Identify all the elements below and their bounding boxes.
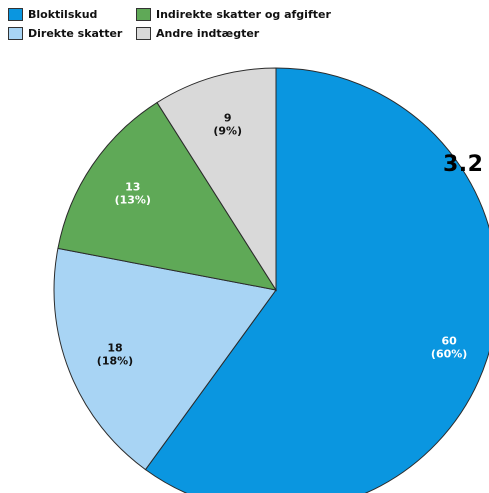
pie-slice-bloktilskud [144,67,489,493]
legend-label-direkte-skatter: Direkte skatter [28,26,123,40]
legend-label-andre-indtaegter: Andre indtægter [156,26,260,40]
pie-slice-indirekte-skatter [57,101,278,291]
legend-swatch-indirekte-skatter [136,7,151,21]
slice-percent-label-direkte-skatter: (18%) [97,355,133,368]
pie-slice-direkte-skatter [53,247,277,471]
legend-item-andre-indtaegter: Andre indtægter [136,25,259,41]
slice-value-label-bloktilskud: 60 [441,334,457,347]
legend-item-bloktilskud: Bloktilskud [8,6,97,22]
slice-value-label-direkte-skatter: 18 [107,342,122,355]
chart-corner-label: 3.2 [443,152,484,177]
chart-legend: Bloktilskud Indirekte skatter og afgifte… [8,6,448,46]
slice-percent-label-bloktilskud: (60%) [431,347,467,360]
slice-value-label-indirekte-skatter: 13 [125,181,140,194]
slice-percent-label-andre-indtaegter: (9%) [213,125,242,138]
pie-slice-andre-indtaegter [156,67,277,292]
legend-swatch-bloktilskud [8,7,23,21]
slice-value-label-andre-indtaegter: 9 [224,112,232,125]
legend-swatch-direkte-skatter [8,26,23,40]
slice-percent-label-indirekte-skatter: (13%) [115,194,151,207]
legend-item-indirekte-skatter: Indirekte skatter og afgifter [136,6,331,22]
legend-label-indirekte-skatter: Indirekte skatter og afgifter [156,7,331,21]
legend-swatch-andre-indtaegter [136,26,151,40]
legend-label-bloktilskud: Bloktilskud [28,7,98,21]
legend-item-direkte-skatter: Direkte skatter [8,25,122,41]
